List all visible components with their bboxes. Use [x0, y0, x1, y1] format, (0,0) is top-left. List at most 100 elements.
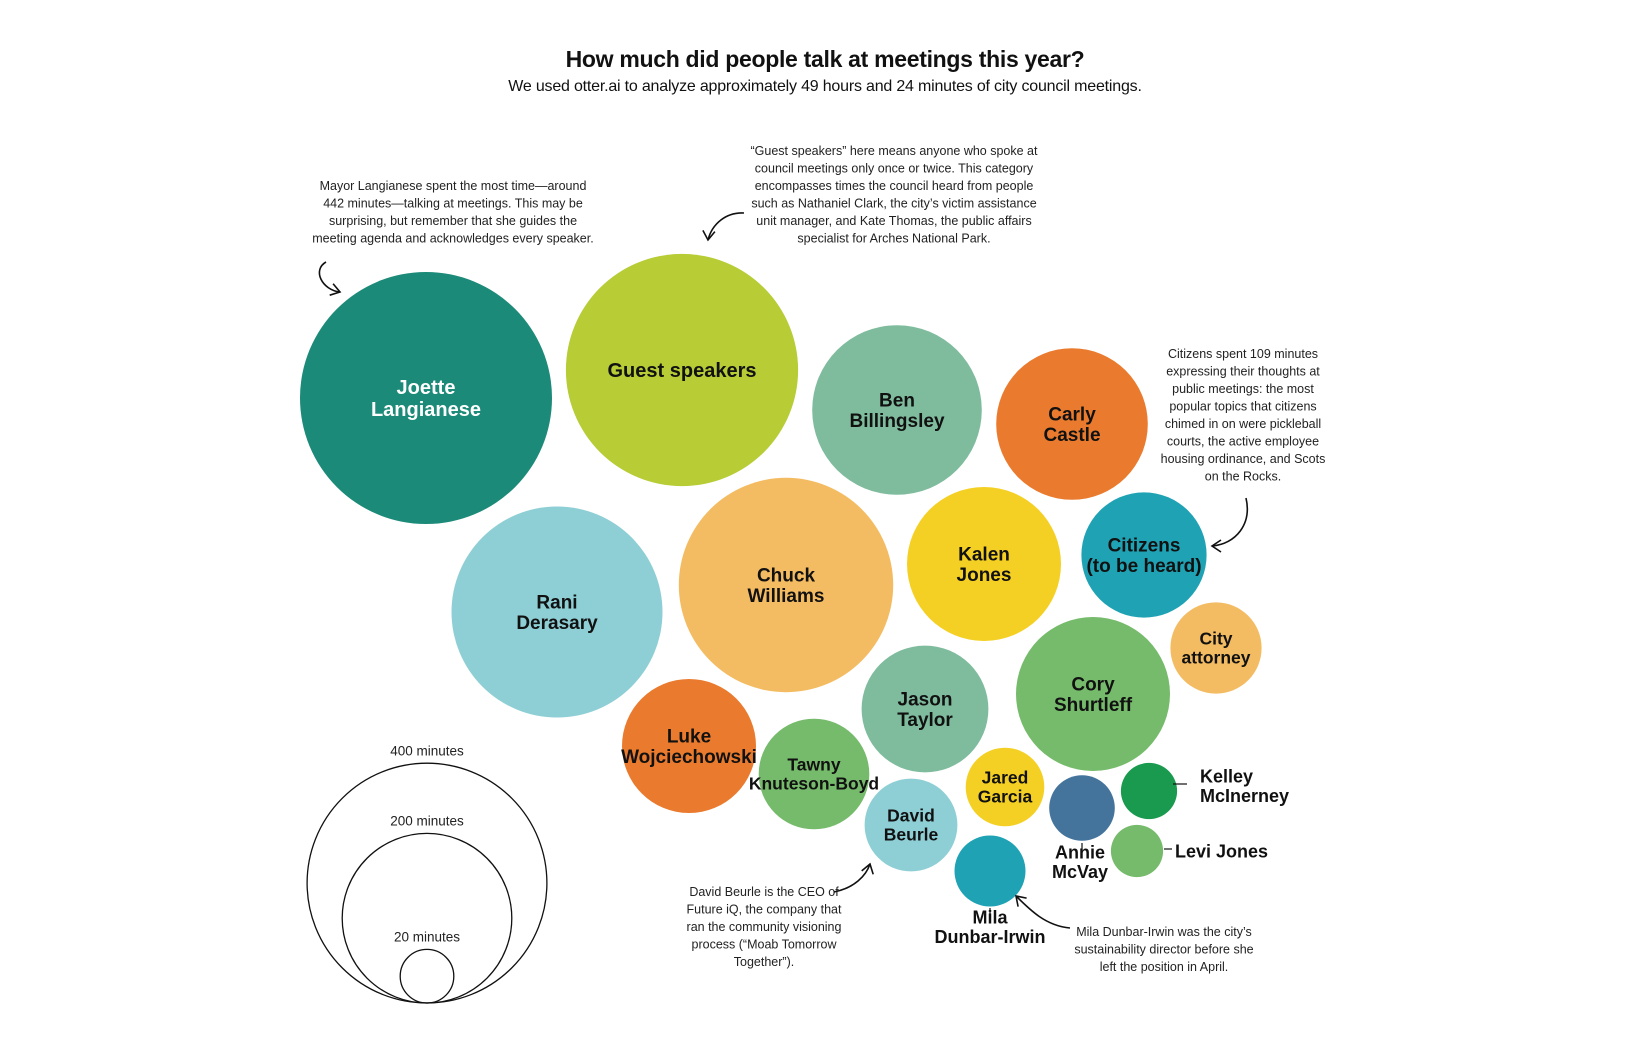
arrow-langianese: [318, 261, 341, 293]
bubble-label-line: (to be heard): [1086, 556, 1201, 577]
bubble-label-line: Kalen: [958, 544, 1010, 565]
bubble-label-line: Tawny: [787, 755, 840, 775]
bubble-kalen-jones: [907, 487, 1061, 641]
bubble-label-line: Annie: [1055, 843, 1105, 863]
size-legend-label-400-minutes: 400 minutes: [390, 743, 464, 758]
bubble-label-line: Derasary: [516, 613, 598, 634]
arrow-mila-dunbar-irwin: [1015, 895, 1071, 929]
arrow-citizens-head: [1210, 539, 1222, 553]
annotation-line: encompasses times the council heard from…: [755, 179, 1034, 193]
annotation-line: Mila Dunbar-Irwin was the city’s: [1076, 925, 1252, 939]
annotation-line: chimed in on were pickleball: [1165, 417, 1321, 431]
annotation-line: 442 minutes—talking at meetings. This ma…: [323, 197, 583, 211]
bubble-label-line: Kelley: [1200, 767, 1253, 787]
annotation-line: housing ordinance, and Scots: [1161, 452, 1326, 466]
annotation-line: on the Rocks.: [1205, 470, 1281, 484]
bubble-label-layer: Joette Langianese Guest speakers Ben Billing…: [371, 360, 1289, 947]
annotation-line: popular topics that citizens: [1169, 400, 1316, 414]
bubble-carly-castle: [996, 348, 1148, 500]
bubble-jason-taylor: [861, 645, 989, 773]
bubble-label-line: Luke: [667, 726, 711, 747]
bubble-luke-wojciechowski: [622, 679, 756, 813]
arrow-guest-speakers-head: [702, 230, 716, 242]
bubble-guest-speakers: [565, 253, 799, 487]
annotation-line: Citizens spent 109 minutes: [1168, 347, 1318, 361]
bubble-label-line: Chuck: [757, 565, 816, 586]
bubble-label-line: Joette: [397, 377, 456, 399]
size-legend-label-20-minutes: 20 minutes: [394, 929, 460, 944]
bubble-david-beurle: [864, 778, 958, 872]
bubble-label-line: Taylor: [897, 710, 953, 731]
bubble-label-line: attorney: [1181, 648, 1250, 668]
annotation-line: Mayor Langianese spent the most time—aro…: [320, 179, 587, 193]
bubble-label-line: Jared: [982, 768, 1029, 788]
chart-subtitle: We used otter.ai to analyze approximatel…: [508, 78, 1142, 95]
bubble-label-line: Castle: [1043, 425, 1100, 446]
bubble-label-luke-wojciechowski: Luke Wojciechowski: [621, 726, 757, 768]
annotation-arrow-layer: [318, 212, 1249, 929]
bubble-label-annie-mcvay: Annie McVay: [1052, 843, 1108, 882]
bubble-label-line: McInerney: [1200, 786, 1289, 806]
annotation-line: Future iQ, the company that: [687, 903, 842, 917]
annotation-line: expressing their thoughts at: [1166, 365, 1320, 379]
bubble-levi-jones: [1110, 824, 1164, 878]
annotation-line: courts, the active employee: [1167, 435, 1319, 449]
annotation-line: process (“Moab Tomorrow: [692, 938, 838, 952]
bubble-label-jason-taylor: Jason Taylor: [897, 689, 953, 731]
arrow-david-beurle-head: [861, 862, 874, 875]
annotation-joette-langianese: Mayor Langianese spent the most time—aro…: [312, 179, 593, 246]
bubble-label-line: Knuteson-Boyd: [749, 774, 879, 794]
bubble-label-line: Williams: [748, 586, 825, 607]
bubble-label-line: Garcia: [978, 787, 1033, 807]
bubble-kelley-mcinerney: [1120, 762, 1178, 820]
bubble-cory-shurtleff: [1016, 617, 1170, 771]
annotation-david-beurle: David Beurle is the CEO of Future iQ, the…: [687, 885, 842, 969]
arrow-mila-dunbar-irwin-head: [1014, 894, 1027, 907]
annotation-citizens-to-be-heard: Citizens spent 109 minutes expressing the…: [1161, 347, 1326, 484]
bubble-label-david-beurle: David Beurle: [884, 806, 939, 845]
size-legend-circle-20-minutes: [399, 948, 455, 1004]
annotation-line: such as Nathaniel Clark, the city’s vict…: [751, 197, 1036, 211]
bubble-label-line: Guest speakers: [608, 360, 757, 382]
annotation-line: council meetings only once or twice. Thi…: [755, 162, 1034, 176]
bubble-label-carly-castle: Carly Castle: [1043, 404, 1100, 446]
chart-title: How much did people talk at meetings thi…: [565, 46, 1085, 72]
size-legend-label-200-minutes: 200 minutes: [390, 814, 464, 829]
bubble-label-line: Beurle: [884, 825, 939, 845]
bubble-label-line: Shurtleff: [1054, 695, 1133, 716]
bubble-chuck-williams: [678, 477, 894, 693]
bubble-citizens-to-be-heard: [1081, 492, 1207, 618]
annotation-guest-speakers: “Guest speakers” here means anyone who s…: [751, 144, 1038, 246]
arrow-citizens: [1211, 497, 1249, 547]
annotation-line: unit manager, and Kate Thomas, the publi…: [756, 214, 1031, 228]
bubble-rani-derasary: [451, 506, 663, 718]
bubble-label-citizens-to-be-heard: Citizens (to be heard): [1086, 535, 1201, 577]
bubble-city-attorney: [1170, 602, 1262, 694]
bubble-joette-langianese: [300, 272, 552, 524]
annotation-mila-dunbar-irwin: Mila Dunbar-Irwin was the city’s sustaina…: [1074, 925, 1253, 974]
bubble-label-chuck-williams: Chuck Williams: [748, 565, 825, 607]
size-legend: 400 minutes 200 minutes 20 minutes: [306, 743, 548, 1004]
bubble-label-levi-jones: Levi Jones: [1175, 841, 1268, 861]
size-legend-circle-400-minutes: [306, 762, 548, 1004]
arrow-guest-speakers: [707, 212, 745, 241]
size-legend-circle-200-minutes: [341, 832, 513, 1004]
annotation-line: specialist for Arches National Park.: [797, 232, 990, 246]
arrow-david-beurle: [833, 863, 871, 893]
bubble-label-rani-derasary: Rani Derasary: [516, 592, 598, 634]
annotation-line: ran the community visioning: [687, 920, 842, 934]
bubble-label-tawny-knuteson-boyd: Tawny Knuteson-Boyd: [749, 755, 879, 794]
bubble-label-jared-garcia: Jared Garcia: [978, 768, 1033, 807]
bubble-jared-garcia: [965, 747, 1045, 827]
bubble-label-line: Levi Jones: [1175, 841, 1268, 861]
annotation-line: public meetings: the most: [1172, 382, 1314, 396]
bubble-label-guest-speakers: Guest speakers: [608, 360, 757, 382]
bubble-label-city-attorney: City attorney: [1181, 629, 1250, 668]
bubble-label-ben-billingsley: Ben Billingsley: [849, 390, 944, 432]
leader-line-layer: [989, 783, 1187, 918]
annotation-line: meeting agenda and acknowledges every sp…: [312, 232, 593, 246]
bubble-ben-billingsley: [812, 325, 982, 495]
bubble-label-line: Rani: [536, 592, 577, 613]
bubble-label-line: McVay: [1052, 862, 1108, 882]
